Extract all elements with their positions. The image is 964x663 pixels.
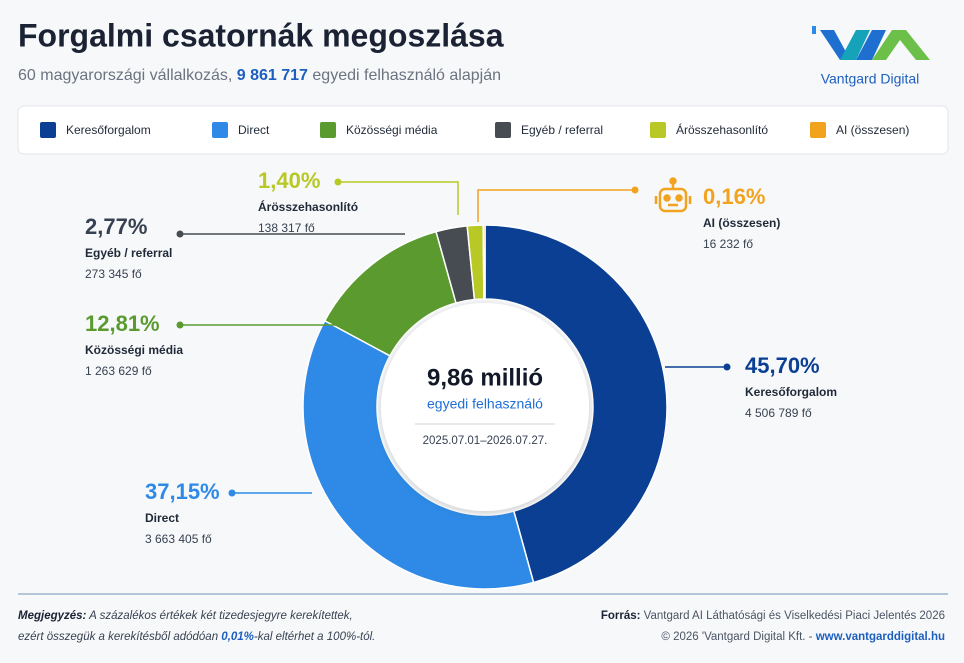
leader-dot (723, 363, 731, 371)
source: Forrás: Vantgard AI Láthatósági és Visel… (601, 610, 945, 622)
note: ezért összegük a kerekítésből adódóan 0,… (18, 631, 375, 643)
legend-label: Egyéb / referral (521, 123, 603, 137)
count-label: 138 317 fő (258, 221, 315, 235)
legend-label: AI (összesen) (836, 123, 909, 137)
legend-label: Keresőforgalom (66, 123, 151, 137)
count-label: 3 663 405 fő (145, 532, 212, 546)
leader-dot (228, 489, 236, 497)
donut-segment (484, 224, 668, 584)
legend-swatch (40, 122, 56, 138)
copyright: © 2026 'Vantgard Digital Kft. - www.vant… (661, 631, 945, 643)
count-label: 1 263 629 fő (85, 364, 152, 378)
url: www.vantgarddigital.hu (815, 631, 945, 643)
leader-dot (334, 178, 342, 186)
legend-swatch (212, 122, 228, 138)
subtitle-count: 9 861 717 (237, 67, 308, 84)
center-disc (381, 303, 589, 511)
legend-swatch (320, 122, 336, 138)
note-highlight: 0,01% (221, 631, 254, 643)
value-label: 0,16% (703, 184, 765, 209)
note: Megjegyzés: A százalékos értékek két tiz… (18, 610, 353, 622)
robot-icon (654, 177, 692, 213)
count-label: 4 506 789 fő (745, 406, 812, 420)
subtitle-text: 60 magyarországi vállalkozás, (18, 67, 237, 84)
subtitle-text: egyedi felhasználó alapján (308, 67, 501, 84)
leader-dot (176, 321, 184, 329)
legend-swatch (650, 122, 666, 138)
donut-segment (482, 224, 486, 300)
legend-swatch (810, 122, 826, 138)
donut-segment (302, 319, 535, 590)
copyright-text: © 2026 'Vantgard Digital Kft. - (661, 631, 815, 643)
source-label: Forrás: (601, 610, 641, 622)
category-label: Egyéb / referral (85, 246, 172, 260)
logo: Vantgard Digital (812, 26, 930, 87)
value-label: 2,77% (85, 214, 147, 239)
legend-box (17, 105, 949, 155)
note-label: Megjegyzés: (18, 610, 87, 622)
leader-line (338, 181, 459, 215)
note-text: ezért összegük a kerekítésből adódóan (18, 631, 221, 643)
center-subtitle: egyedi felhasználó (427, 396, 543, 412)
logo-text: Vantgard Digital (821, 71, 920, 87)
center-period: 2025.07.01–2026.07.27. (423, 435, 548, 447)
legend: Keresőforgalom Direct Közösségi média Egyéb… (40, 122, 909, 138)
title: Forgalmi csatornák megoszlása (18, 17, 504, 53)
subtitle: 60 magyarországi vállalkozás, 9 861 717 … (18, 67, 501, 84)
value-label: 1,40% (258, 168, 320, 193)
category-label: AI (összesen) (703, 216, 780, 230)
donut-chart: 9,86 millió egyedi felhasználó 2025.07.01–… (85, 168, 837, 590)
legend-label: Direct (238, 123, 270, 137)
category-label: Direct (145, 511, 179, 525)
note-text: A százalékos értékek két tizedesjegyre k… (86, 610, 352, 622)
category-label: Keresőforgalom (745, 385, 837, 399)
value-label: 45,70% (745, 353, 820, 378)
category-label: Árösszehasonlító (258, 199, 358, 214)
value-label: 12,81% (85, 311, 160, 336)
category-label: Közösségi média (85, 343, 183, 357)
leader-line (477, 189, 635, 222)
legend-label: Árösszehasonlító (676, 122, 768, 137)
source-text: Vantgard AI Láthatósági és Viselkedési P… (640, 610, 945, 622)
leader-dot (176, 230, 184, 238)
count-label: 273 345 fő (85, 267, 142, 281)
leader-dot (631, 186, 639, 194)
count-label: 16 232 fő (703, 237, 753, 251)
center-title: 9,86 millió (427, 364, 543, 391)
value-label: 37,15% (145, 479, 220, 504)
legend-label: Közösségi média (346, 123, 438, 137)
note-text: -kal eltérhet a 100%-tól. (254, 631, 375, 643)
legend-swatch (495, 122, 511, 138)
